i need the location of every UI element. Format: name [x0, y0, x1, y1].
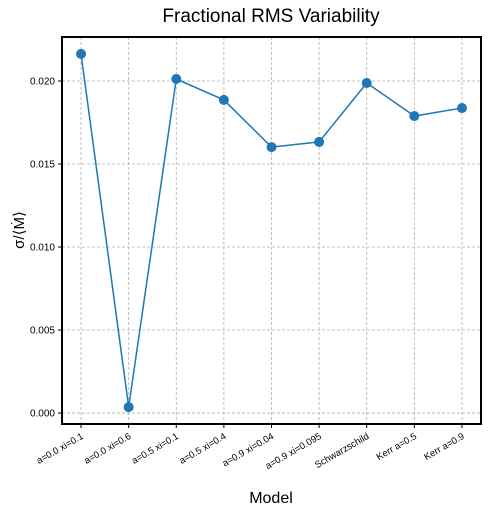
marker [171, 74, 182, 85]
x-tick-label: a=0.0 xi=0.6 [82, 431, 133, 467]
marker [409, 111, 420, 122]
marker [123, 402, 134, 413]
y-axis-label: σ/⟨Ṁ⟩ [10, 211, 28, 249]
x-tick-label: Kerr a=0.9 [422, 431, 466, 463]
x-tick-label: a=0.0 xi=0.1 [35, 431, 86, 467]
marker [361, 77, 372, 88]
chart-title: Fractional RMS Variability [162, 6, 380, 27]
y-tick-label: 0.020 [30, 76, 55, 87]
x-tick-label: a=0.5 xi=0.1 [130, 431, 181, 467]
marker [218, 94, 229, 105]
marker [266, 142, 277, 153]
y-tick-label: 0.005 [30, 326, 55, 337]
y-tick-label: 0.015 [30, 160, 55, 171]
marker [456, 103, 467, 114]
x-tick-label: Kerr a=0.5 [375, 431, 419, 463]
marker [314, 136, 325, 147]
x-axis-label: Model [249, 490, 293, 507]
x-tick-label: Schwarzschild [313, 431, 371, 471]
y-tick-label: 0.010 [30, 243, 55, 254]
marker [76, 48, 87, 59]
y-tick-label: 0.000 [30, 409, 55, 420]
plot-frame [61, 36, 482, 425]
